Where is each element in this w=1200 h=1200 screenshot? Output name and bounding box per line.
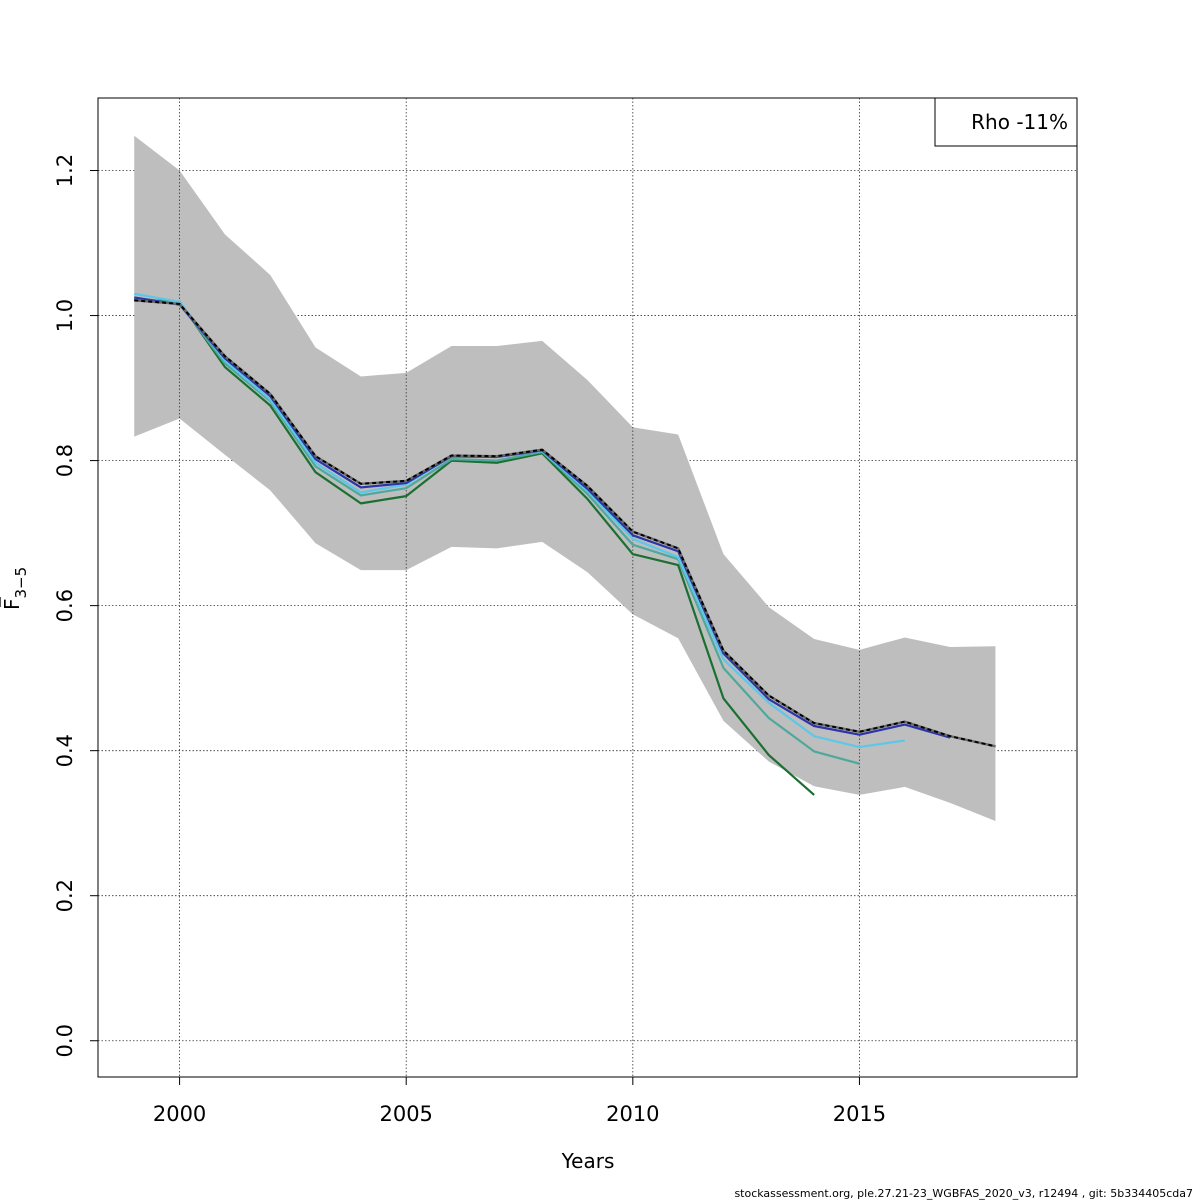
confidence-band [134,135,996,822]
x-tick-label: 2000 [153,1102,206,1126]
legend-box [934,97,1078,147]
vertical-grid [179,98,860,1077]
y-tick-label: 0.0 [53,1024,77,1057]
legend-text: Rho -11% [971,110,1068,134]
x-tick-label: 2005 [379,1102,432,1126]
y-tick-label: 0.8 [53,444,77,477]
footer-text: stockassessment.org, ple.27.21-23_WGBFAS… [734,1187,1193,1200]
y-tick-label: 1.0 [53,299,77,332]
band-polygon [134,135,996,822]
series-line-2 [134,297,860,765]
y-axis-title-main: F [0,598,24,610]
x-axis: 2000 2005 2010 2015 [153,1077,886,1126]
svg-text:F3−5: F3−5 [0,567,30,610]
plot-frame [97,97,1078,1078]
x-axis-title: Years [561,1149,615,1173]
legend: Rho -11% [934,97,1078,147]
y-tick-label: 1.2 [53,154,77,187]
x-tick-label: 2010 [606,1102,659,1126]
y-axis-title-sub: 3−5 [12,567,30,599]
series-lines [134,292,996,796]
y-axis: 0.0 0.2 0.4 0.6 0.8 1.0 1.2 [53,154,98,1057]
y-tick-label: 0.2 [53,879,77,912]
y-axis-title: F3−5 [0,567,30,610]
y-tick-label: 0.4 [53,734,77,767]
y-tick-label: 0.6 [53,589,77,622]
x-tick-label: 2015 [833,1102,886,1126]
series-line-5 [134,299,996,748]
series-line-1 [134,298,815,796]
